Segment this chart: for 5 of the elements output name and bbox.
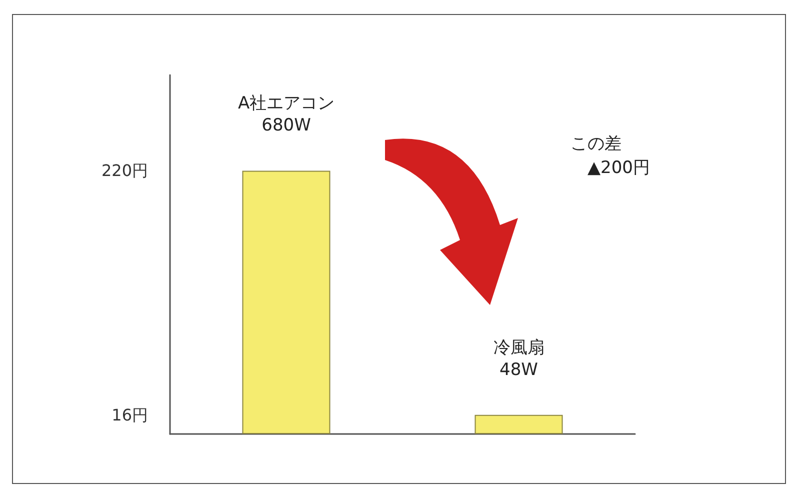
- y-tick-label: 16円: [112, 405, 148, 424]
- y-tick-label: 220円: [101, 161, 148, 180]
- annotation: この差 ▲200円: [570, 134, 650, 178]
- x-tick-label: A社エアコン 680W: [238, 94, 335, 136]
- x-tick-label: 冷風扇 48W: [493, 338, 544, 380]
